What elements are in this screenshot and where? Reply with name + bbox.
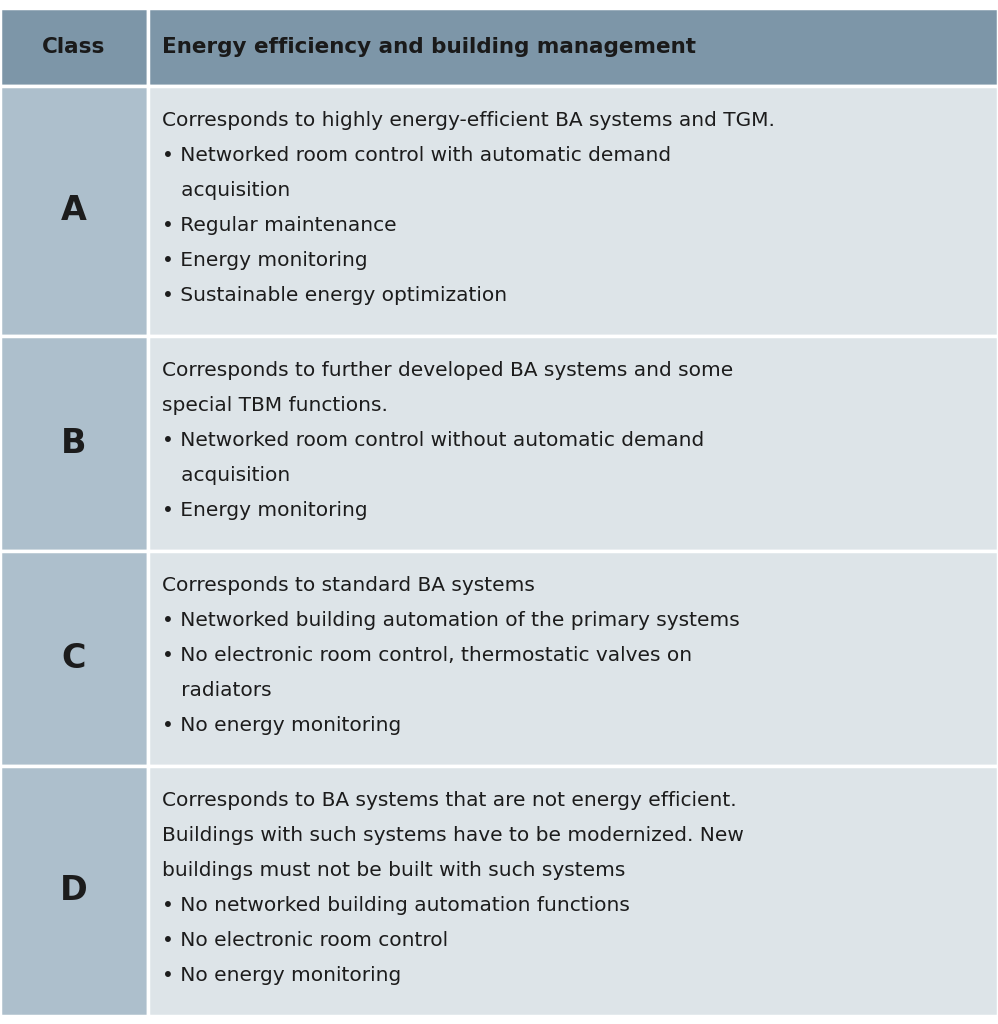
Bar	[0, 8, 148, 86]
Text: • No energy monitoring: • No energy monitoring	[162, 717, 401, 735]
Text: Corresponds to BA systems that are not energy efficient.: Corresponds to BA systems that are not e…	[162, 792, 737, 810]
Text: • No electronic room control, thermostatic valves on: • No electronic room control, thermostat…	[162, 646, 692, 666]
Bar	[148, 336, 998, 551]
Text: • Networked room control without automatic demand: • Networked room control without automat…	[162, 431, 704, 451]
Bar	[148, 766, 998, 1016]
Text: C: C	[62, 642, 86, 675]
Bar	[0, 336, 148, 551]
Bar	[148, 551, 998, 766]
Text: Corresponds to highly energy-efficient BA systems and TGM.: Corresponds to highly energy-efficient B…	[162, 111, 774, 130]
Text: radiators: radiators	[162, 681, 271, 700]
Text: Class: Class	[42, 37, 106, 56]
Text: A: A	[61, 195, 87, 227]
Text: buildings must not be built with such systems: buildings must not be built with such sy…	[162, 861, 625, 881]
Text: B: B	[61, 427, 87, 460]
Text: • Sustainable energy optimization: • Sustainable energy optimization	[162, 286, 507, 305]
Text: Corresponds to further developed BA systems and some: Corresponds to further developed BA syst…	[162, 361, 733, 380]
Bar	[0, 86, 148, 336]
Text: • No electronic room control: • No electronic room control	[162, 932, 448, 950]
Text: • Energy monitoring: • Energy monitoring	[162, 502, 367, 520]
Text: acquisition: acquisition	[162, 466, 290, 485]
Text: • No networked building automation functions: • No networked building automation funct…	[162, 896, 630, 915]
Bar	[148, 8, 998, 86]
Text: D: D	[60, 874, 88, 907]
Text: Energy efficiency and building management: Energy efficiency and building managemen…	[162, 37, 696, 56]
Bar	[0, 766, 148, 1016]
Text: special TBM functions.: special TBM functions.	[162, 396, 387, 415]
Text: • Regular maintenance: • Regular maintenance	[162, 216, 396, 236]
Text: Buildings with such systems have to be modernized. New: Buildings with such systems have to be m…	[162, 826, 744, 846]
Bar	[0, 551, 148, 766]
Text: • Networked room control with automatic demand: • Networked room control with automatic …	[162, 146, 671, 165]
Text: • Energy monitoring: • Energy monitoring	[162, 251, 367, 270]
Bar	[148, 86, 998, 336]
Text: • No energy monitoring: • No energy monitoring	[162, 967, 401, 985]
Text: Corresponds to standard BA systems: Corresponds to standard BA systems	[162, 577, 535, 595]
Text: acquisition: acquisition	[162, 181, 290, 200]
Text: • Networked building automation of the primary systems: • Networked building automation of the p…	[162, 611, 740, 631]
